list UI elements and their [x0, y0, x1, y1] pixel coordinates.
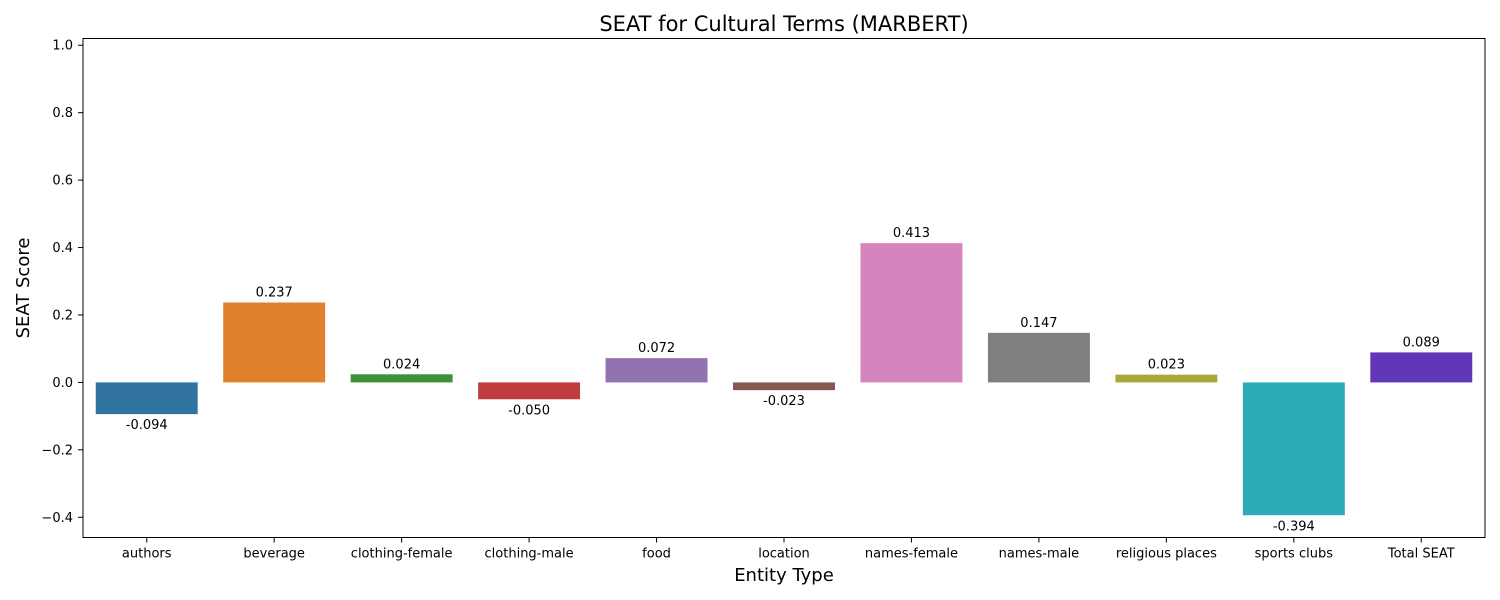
bar-value-label: -0.094 [126, 418, 168, 433]
bars-group [95, 243, 1473, 516]
bar-value-label: 0.237 [256, 286, 293, 301]
x-tick-label: names-male [999, 547, 1080, 562]
x-tick-label: religious places [1116, 547, 1217, 562]
bar-value-label: -0.394 [1273, 519, 1315, 534]
x-axis-title: Entity Type [734, 565, 834, 586]
bar-value-label: -0.050 [508, 403, 550, 418]
x-tick-label: location [758, 547, 810, 562]
bar-clothing-female [350, 374, 453, 383]
bar-value-label: 0.413 [893, 226, 930, 241]
y-axis-title: SEAT Score [13, 238, 34, 339]
y-tick-label: 0.2 [52, 308, 73, 323]
bar-religious-places [1115, 374, 1218, 383]
bar-value-label: 0.147 [1020, 316, 1057, 331]
bar-value-label: 0.089 [1403, 335, 1440, 350]
bar-clothing-male [478, 382, 581, 400]
y-axis-ticks: −0.4 −0.2 0.0 0.2 0.4 0.6 0.8 1.0 [41, 39, 83, 526]
chart-title: SEAT for Cultural Terms (MARBERT) [599, 12, 968, 36]
bar-beverage [223, 302, 326, 383]
y-tick-label: −0.4 [41, 511, 73, 526]
bar-value-label: 0.072 [638, 341, 675, 356]
x-tick-label: names-female [865, 547, 958, 562]
x-tick-label: food [642, 547, 671, 562]
x-tick-label: clothing-male [485, 547, 574, 562]
y-tick-label: 0.6 [52, 174, 73, 189]
bar-value-labels: -0.094 0.237 0.024 -0.050 0.072 -0.023 0.413 0.… [126, 226, 1440, 534]
x-tick-label: beverage [243, 547, 305, 562]
bar-value-label: -0.023 [763, 394, 805, 409]
bar-value-label: 0.024 [383, 357, 420, 372]
plot-frame [82, 38, 1486, 538]
y-tick-label: 0.0 [52, 376, 73, 391]
x-axis-ticks: authors beverage clothing-female clothing-m… [122, 537, 1455, 562]
y-tick-label: 1.0 [52, 39, 73, 54]
bar-total-seat [1370, 352, 1473, 383]
y-tick-label: 0.4 [52, 241, 73, 256]
x-tick-label: sports clubs [1255, 547, 1334, 562]
y-tick-label: 0.8 [52, 106, 73, 121]
x-tick-label: authors [122, 547, 172, 562]
x-tick-label: Total SEAT [1387, 547, 1455, 562]
x-tick-label: clothing-female [351, 547, 453, 562]
bar-food [605, 358, 708, 383]
bar-location [733, 382, 835, 391]
bar-sports-clubs [1242, 382, 1345, 516]
bar-authors [95, 382, 198, 415]
bar-names-male [987, 332, 1090, 383]
y-tick-label: −0.2 [41, 443, 73, 458]
bar-names-female [860, 243, 963, 383]
bar-value-label: 0.023 [1148, 358, 1185, 373]
